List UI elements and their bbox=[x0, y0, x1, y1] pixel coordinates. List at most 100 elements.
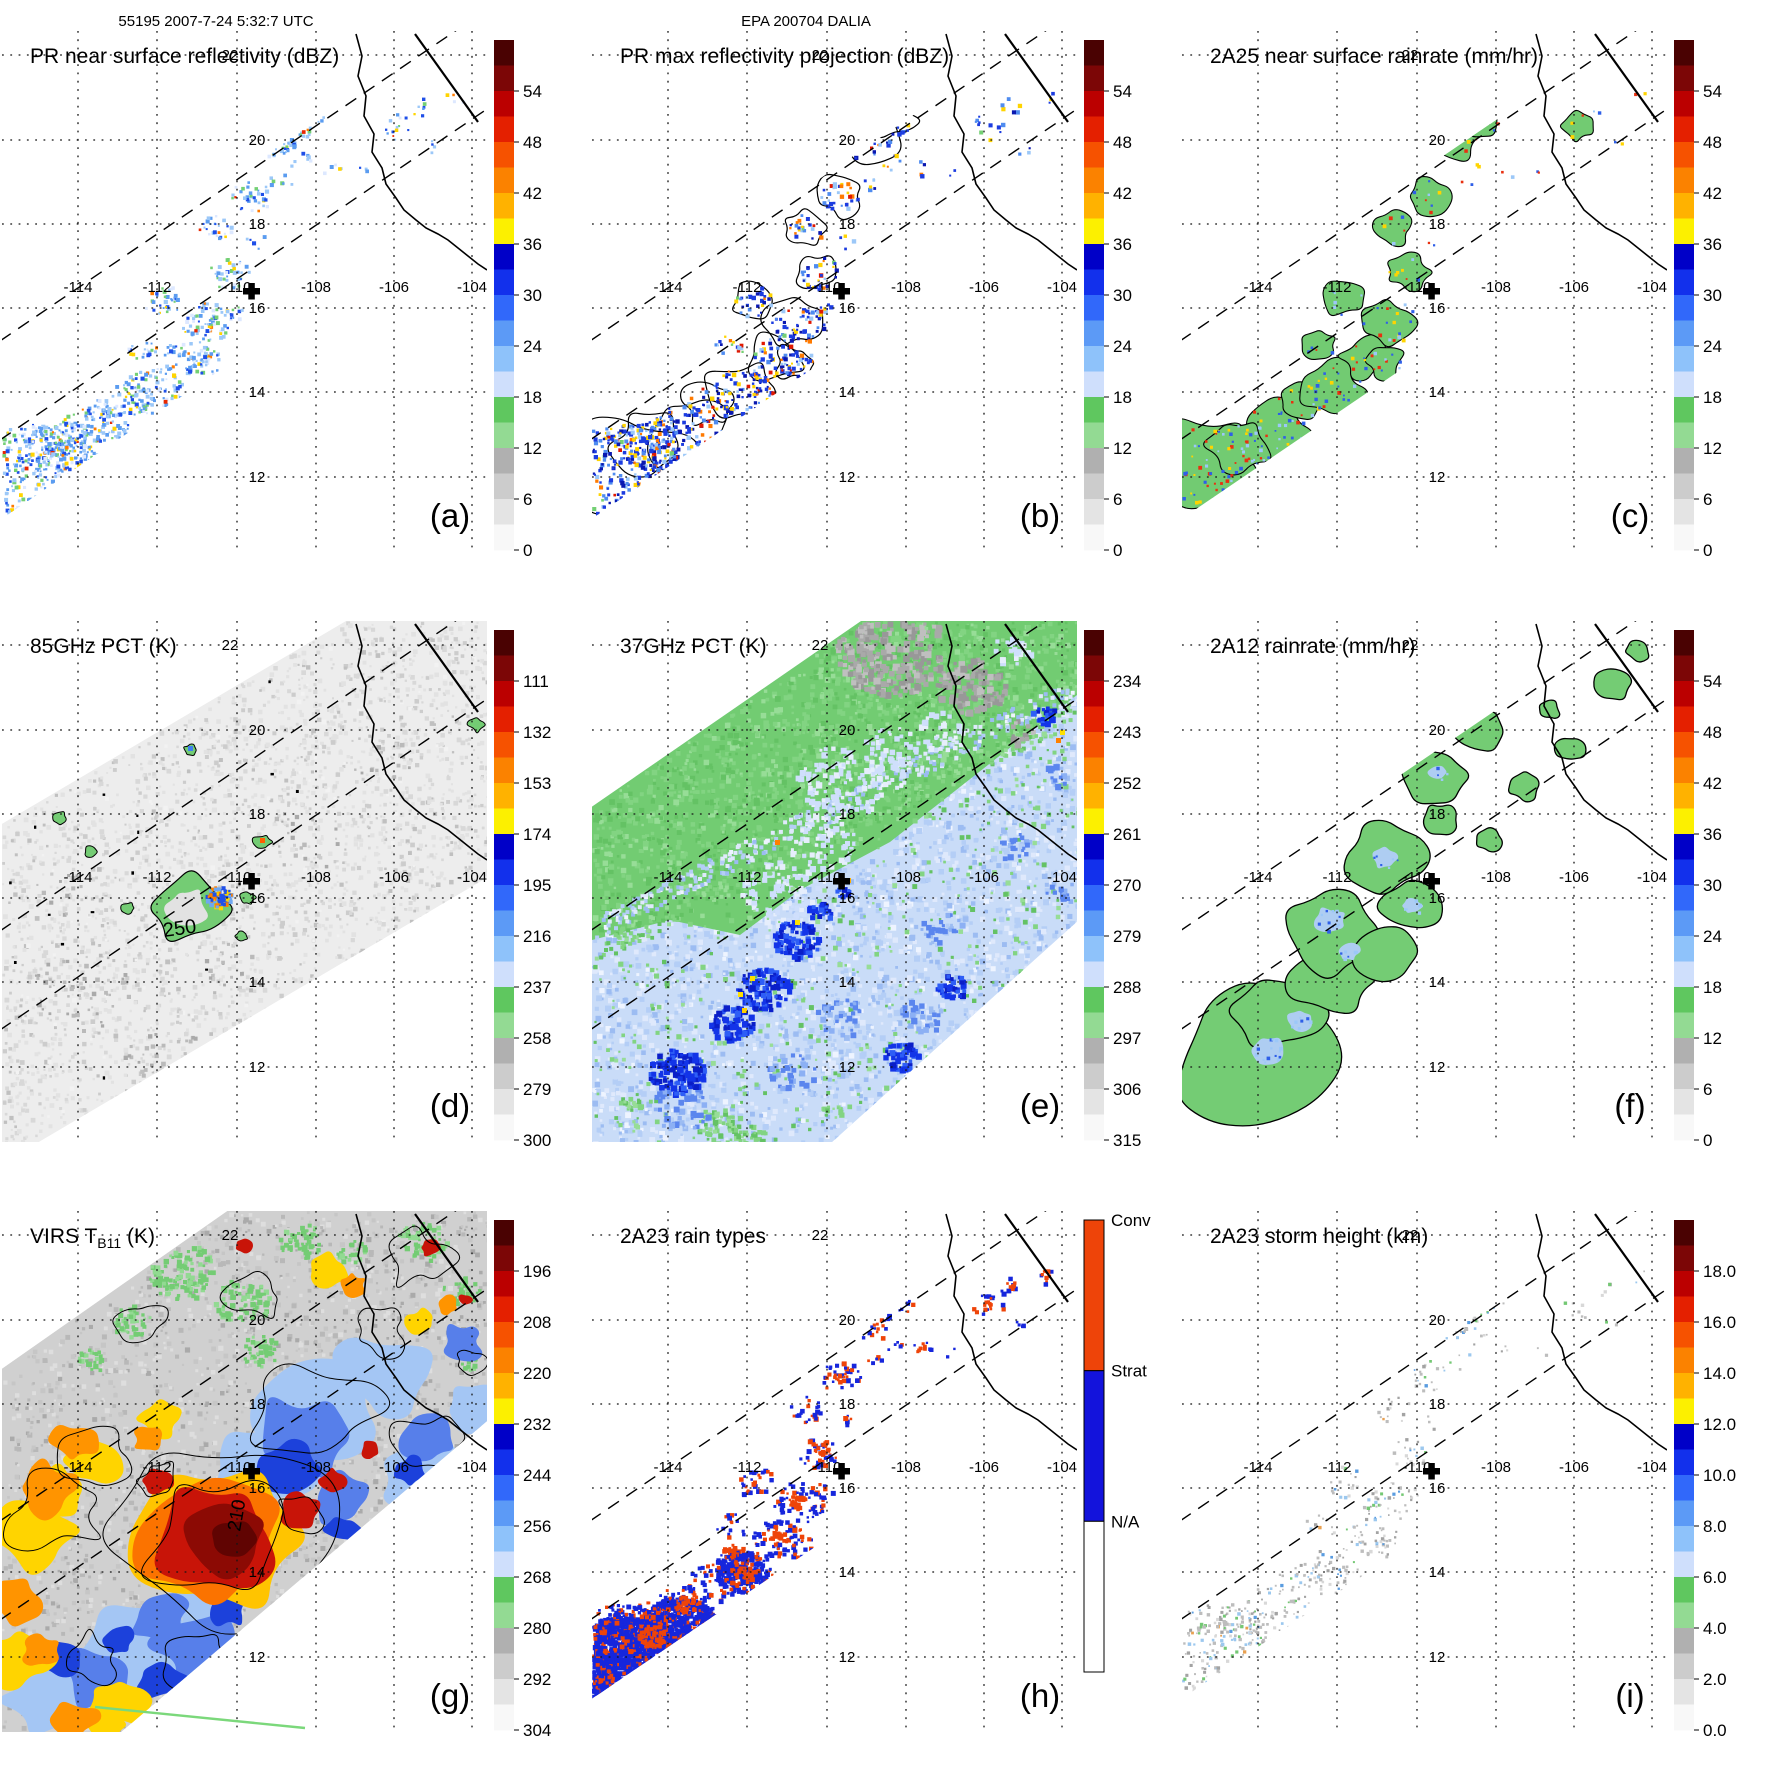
svg-text:-104: -104 bbox=[1047, 279, 1077, 296]
svg-text:30: 30 bbox=[523, 286, 542, 305]
swath-edge-line bbox=[2, 1211, 457, 1521]
svg-text:-114: -114 bbox=[64, 279, 93, 296]
panel-svg-g: 210-114 -112 -110 -108 -106 -104222018161412V… bbox=[2, 1211, 551, 1740]
map-d: 250 bbox=[2, 621, 487, 1142]
graticule-f bbox=[1182, 621, 1667, 1142]
coastline bbox=[945, 1213, 1077, 1451]
svg-text:22: 22 bbox=[812, 47, 829, 64]
coastline bbox=[945, 33, 1077, 271]
svg-text:14: 14 bbox=[1429, 384, 1446, 401]
panel-svg-e: -114 -112 -110 -108 -106 -10422201816141237GH… bbox=[592, 621, 1141, 1150]
panel-svg-h: -114 -112 -110 -108 -106 -1042220181614122A23… bbox=[592, 1211, 1151, 1732]
swath-edge-line bbox=[592, 621, 1047, 931]
map-b bbox=[592, 31, 1077, 552]
panel-title-d: 85GHz PCT (K) bbox=[30, 635, 177, 658]
svg-text:24: 24 bbox=[1113, 337, 1132, 356]
graticule-b bbox=[592, 31, 1077, 552]
storm-center-marker-c bbox=[1423, 283, 1440, 300]
colorbar-i: 18.016.014.012.010.08.06.04.02.00.0 bbox=[1674, 1220, 1736, 1740]
colorbar-a: 54 48 42 36 30 24 18 12 6 0 bbox=[494, 40, 542, 560]
svg-text:42: 42 bbox=[1703, 184, 1722, 203]
panel-letter-c: (c) bbox=[1611, 497, 1649, 534]
panel-i: -114 -112 -110 -108 -106 -104 22 20 18 16 14 12 2A23… bbox=[1180, 1180, 1771, 1771]
panel-title-i: 2A23 storm height (km) bbox=[1210, 1225, 1428, 1248]
svg-text:48: 48 bbox=[1113, 133, 1132, 152]
storm-center-marker-h bbox=[833, 1463, 850, 1480]
panel-letter-a: (a) bbox=[430, 497, 470, 534]
panel-letter-i: (i) bbox=[1615, 1677, 1644, 1714]
swath-edge-line bbox=[2, 108, 487, 440]
panel-svg-c: -114 -112 -110 -108 -106 -1042220181614122A25… bbox=[1182, 31, 1722, 560]
svg-text:24: 24 bbox=[523, 337, 542, 356]
storm-center-marker-b bbox=[833, 283, 850, 300]
panel-title-g: VIRS TB11 (K) bbox=[30, 1225, 155, 1251]
swath-edge-line bbox=[1182, 108, 1667, 440]
svg-text:6: 6 bbox=[1703, 490, 1712, 509]
svg-text:30: 30 bbox=[1113, 286, 1132, 305]
svg-text:54: 54 bbox=[1703, 82, 1722, 101]
coastline bbox=[1535, 623, 1667, 861]
svg-text:-114: -114 bbox=[654, 279, 683, 296]
panel-letter-h: (h) bbox=[1020, 1677, 1060, 1714]
svg-text:16: 16 bbox=[1429, 300, 1446, 317]
graticule-g bbox=[2, 1211, 487, 1732]
coastline bbox=[355, 623, 487, 861]
coastline-mainland bbox=[414, 1213, 479, 1303]
panel-b: -114 -112 -110 -108 -106 -104 22 20 18 16 14 12 PR m… bbox=[590, 0, 1181, 591]
swath-edge-line bbox=[2, 698, 487, 1030]
panel-title-h: 2A23 rain types bbox=[620, 1225, 766, 1248]
coastline bbox=[1535, 1213, 1667, 1451]
svg-text:20: 20 bbox=[1429, 132, 1446, 149]
svg-text:18: 18 bbox=[523, 388, 542, 407]
panel-letter-d: (d) bbox=[430, 1087, 470, 1124]
svg-text:36: 36 bbox=[1113, 235, 1132, 254]
svg-text:14: 14 bbox=[249, 384, 266, 401]
svg-text:0: 0 bbox=[523, 541, 532, 560]
svg-text:12: 12 bbox=[523, 439, 542, 458]
svg-text:-104: -104 bbox=[1637, 279, 1667, 296]
swath-edge-line bbox=[592, 1288, 1077, 1620]
svg-text:16: 16 bbox=[249, 300, 266, 317]
svg-text:18: 18 bbox=[1429, 216, 1446, 233]
svg-text:12: 12 bbox=[839, 469, 856, 486]
svg-text:14: 14 bbox=[839, 384, 856, 401]
colorbar-c: 54 48 42 36 30 24 18 12 6 0 bbox=[1674, 40, 1722, 560]
map-a bbox=[2, 31, 487, 552]
storm-center-marker-f bbox=[1423, 873, 1440, 890]
swath-edge-line bbox=[592, 1211, 1047, 1521]
svg-text:16: 16 bbox=[839, 300, 856, 317]
coastline-mainland bbox=[1004, 623, 1069, 713]
svg-text:6: 6 bbox=[523, 490, 532, 509]
graticule-i bbox=[1182, 1211, 1667, 1732]
svg-text:20: 20 bbox=[839, 132, 856, 149]
panel-f: -114 -112 -110 -108 -106 -104 22 20 18 16 14 12 2A12… bbox=[1180, 590, 1771, 1181]
svg-text:-112: -112 bbox=[733, 279, 762, 296]
panel-svg-i: -114 -112 -110 -108 -106 -1042220181614122A23… bbox=[1182, 1211, 1736, 1740]
svg-text:18: 18 bbox=[1703, 388, 1722, 407]
panel-g: 210 -114 -112 -110 -108 -106 -104 22 20 18 16 14 12 V… bbox=[0, 1180, 591, 1771]
svg-text:12: 12 bbox=[1113, 439, 1132, 458]
svg-text:36: 36 bbox=[1703, 235, 1722, 254]
svg-text:30: 30 bbox=[1703, 286, 1722, 305]
contour-label-250: 250 bbox=[162, 916, 198, 942]
svg-text:0: 0 bbox=[1703, 541, 1712, 560]
svg-text:18: 18 bbox=[1113, 388, 1132, 407]
map-f bbox=[1182, 621, 1667, 1142]
panel-h: -114 -112 -110 -108 -106 -104 22 20 18 16 14 12 2A23… bbox=[590, 1180, 1181, 1771]
panel-letter-g: (g) bbox=[430, 1677, 470, 1714]
svg-text:20: 20 bbox=[249, 132, 266, 149]
svg-text:24: 24 bbox=[1703, 337, 1722, 356]
coastline-mainland bbox=[1004, 1213, 1069, 1303]
